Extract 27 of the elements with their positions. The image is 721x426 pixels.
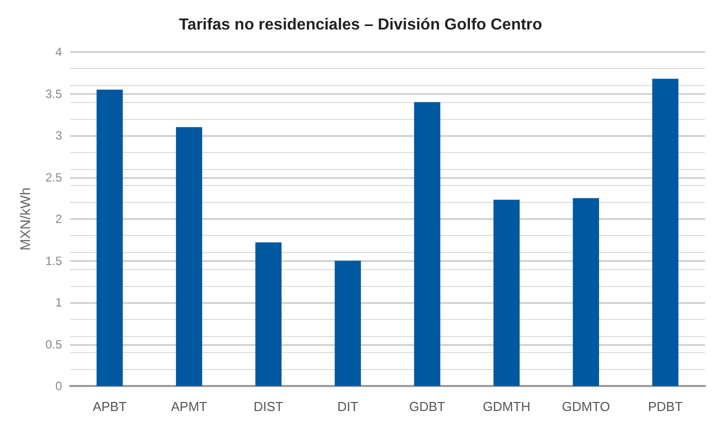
- bar: [414, 102, 440, 386]
- bar: [493, 200, 520, 386]
- y-tick-label: 3: [55, 128, 62, 142]
- x-tick-label: APBT: [92, 399, 127, 414]
- x-tick-label: APMT: [171, 399, 208, 414]
- bar: [334, 260, 361, 386]
- bar: [176, 127, 202, 386]
- bar: [652, 78, 678, 386]
- bar: [572, 198, 600, 386]
- y-axis-title: MXN/kWh: [17, 188, 33, 250]
- x-tick-label: DIST: [254, 399, 284, 414]
- y-tick-label: 1.5: [45, 254, 62, 268]
- y-tick-label: 1: [55, 296, 62, 310]
- x-tick-label: GDMTH: [482, 399, 530, 414]
- y-tick-label: 0.5: [45, 337, 62, 352]
- y-tick-label: 4: [55, 45, 62, 59]
- y-tick-label: 2: [55, 212, 62, 226]
- y-tick-label: 3.5: [45, 86, 62, 101]
- x-tick-label: GDMTO: [562, 399, 610, 414]
- x-tick-label: GDBT: [409, 399, 446, 414]
- chart-title: Tarifas no residenciales – División Golfo Centro: [178, 16, 542, 34]
- x-tick-label: DIT: [337, 399, 358, 414]
- y-tick-label: 0: [55, 379, 62, 393]
- x-tick-label: PDBT: [648, 399, 683, 414]
- bar: [255, 242, 282, 386]
- y-tick-label: 2.5: [45, 170, 62, 184]
- bar: [96, 90, 123, 386]
